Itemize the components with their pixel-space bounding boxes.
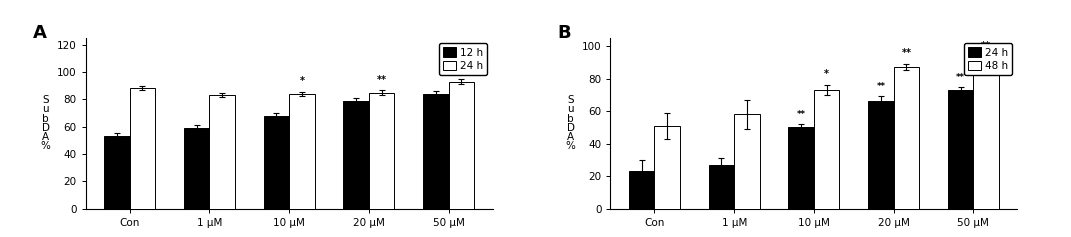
Bar [814, 90, 840, 209]
Text: **: ** [456, 63, 466, 73]
Text: B: B [558, 24, 571, 42]
Text: *: * [825, 69, 829, 79]
Legend: 12 h, 24 h: 12 h, 24 h [439, 43, 487, 75]
Bar [104, 136, 130, 209]
Text: **: ** [797, 110, 805, 119]
Bar [344, 101, 368, 209]
Bar [184, 128, 210, 209]
Bar [130, 88, 155, 209]
Text: **: ** [377, 74, 387, 85]
Bar [263, 116, 289, 209]
Text: **: ** [981, 41, 991, 51]
Bar [974, 61, 999, 209]
Bar [423, 94, 449, 209]
Bar [869, 101, 893, 209]
Text: **: ** [902, 48, 911, 58]
Bar [893, 67, 919, 209]
Bar [210, 95, 235, 209]
Text: *: * [300, 76, 304, 86]
Y-axis label: S
u
b
D
A
%: S u b D A % [41, 95, 50, 151]
Bar [368, 92, 394, 209]
Text: **: ** [876, 82, 886, 91]
Bar [289, 94, 315, 209]
Bar [788, 127, 814, 209]
Text: A: A [33, 24, 47, 42]
Text: **: ** [956, 73, 965, 82]
Bar [948, 90, 974, 209]
Bar [654, 126, 680, 209]
Bar [709, 165, 735, 209]
Bar [629, 171, 654, 209]
Legend: 24 h, 48 h: 24 h, 48 h [964, 43, 1012, 75]
Bar [735, 114, 759, 209]
Y-axis label: S
u
b
D
A
%: S u b D A % [565, 95, 575, 151]
Bar [449, 82, 474, 209]
